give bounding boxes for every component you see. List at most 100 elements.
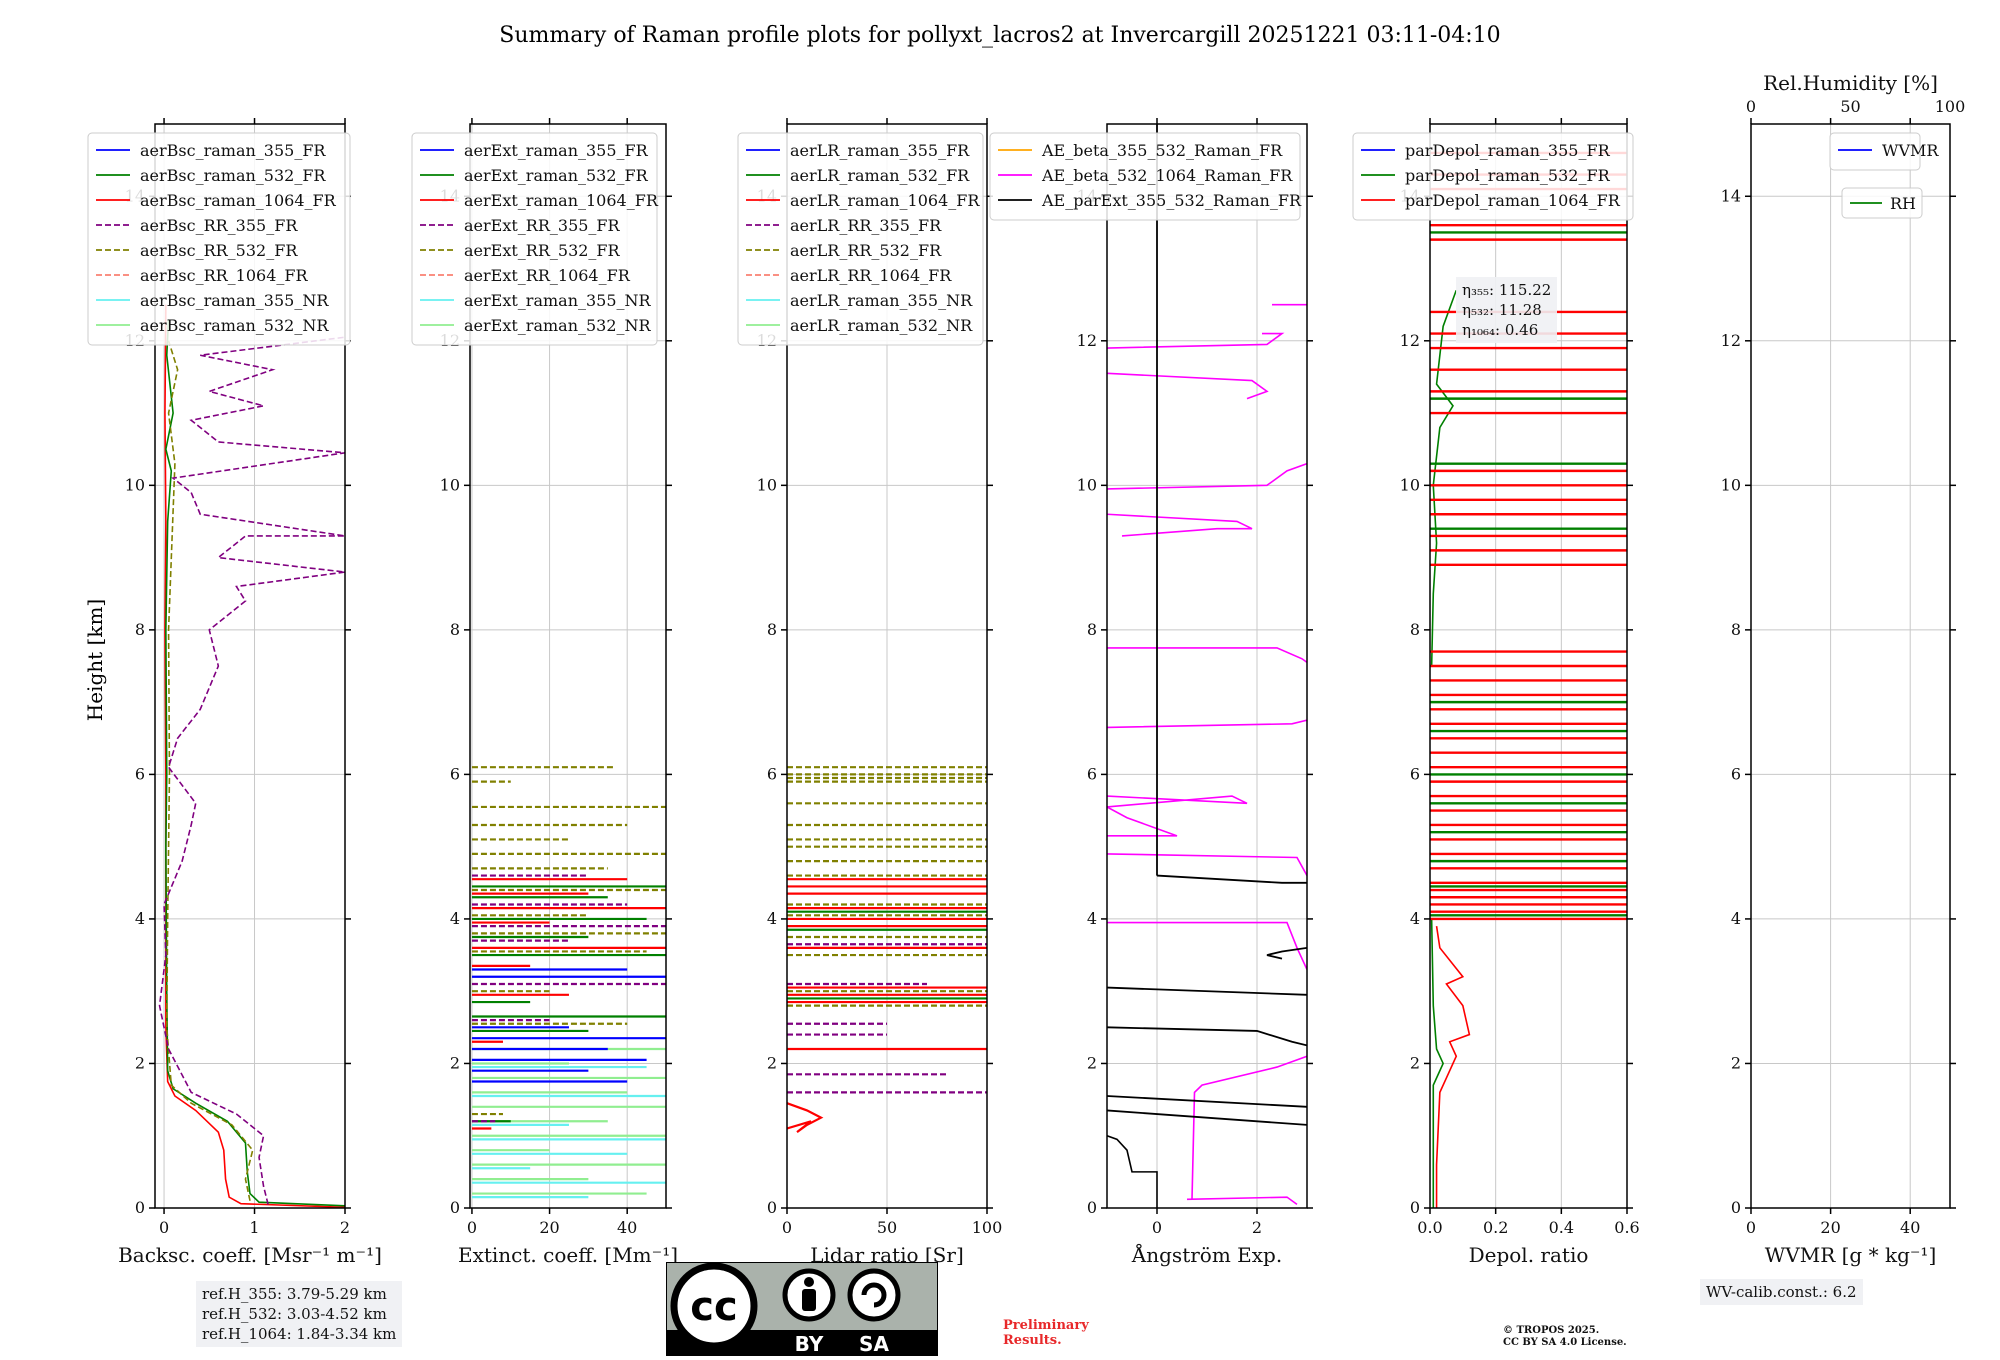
- ae-parext-line: [1107, 986, 1307, 996]
- legend-label: parDepol_raman_532_FR: [1405, 166, 1611, 185]
- x-axis-label-depol: Depol. ratio: [1469, 1243, 1589, 1267]
- eta-532: η₅₃₂: 11.28: [1462, 301, 1542, 319]
- eta-1064: η₁₀₆₄: 0.46: [1462, 321, 1539, 339]
- grid-wv: [1750, 124, 1950, 1209]
- series-parDepol_raman_532_FR: [1430, 289, 1458, 667]
- axes-frame-ext: [469, 123, 667, 1209]
- plot-area-lr: [787, 766, 987, 1134]
- y-tick-label: 6: [450, 764, 460, 783]
- x-tick-label: 0: [782, 1218, 792, 1237]
- legend-label: aerLR_raman_1064_FR: [790, 191, 980, 210]
- axes-frame-bsc: [154, 123, 346, 1209]
- legend-label: aerExt_RR_1064_FR: [464, 266, 631, 285]
- y-tick-label: 6: [767, 764, 777, 783]
- series-AE_beta_532_1064_Raman_FR: [1107, 795, 1248, 837]
- y-tick-label: 12: [1077, 331, 1097, 350]
- x-tick-label: 0: [1746, 1218, 1756, 1237]
- cc-logo-text: cc: [690, 1284, 737, 1330]
- y-tick-label: 10: [440, 475, 460, 494]
- legend-label: aerExt_raman_355_NR: [464, 291, 652, 310]
- panel-wv: 0 2 4 6 8 10 12 14 0 20 40 WVMR [g * kg⁻¹] 0 50 100 Rel…: [1721, 71, 1966, 1267]
- y-tick-label: 6: [135, 764, 145, 783]
- x-tick-label: 0.2: [1483, 1218, 1508, 1237]
- plot-area-bsc: [158, 304, 345, 1208]
- panels: 02468101214012Backsc. coeff. [Msr⁻¹ m⁻¹]…: [87, 71, 1966, 1267]
- legend-ae: AE_beta_355_532_Raman_FR AE_beta_532_1064…: [989, 132, 1302, 221]
- y-tick-label: 2: [450, 1053, 460, 1072]
- y-tick-label: 8: [135, 620, 145, 639]
- x-tick-label: 20: [539, 1218, 559, 1237]
- legend-label: aerBsc_raman_355_FR: [140, 141, 326, 160]
- y-tick-label: 4: [767, 909, 777, 928]
- top-x-tick-label: 0: [1746, 97, 1756, 116]
- legend-label: aerExt_RR_355_FR: [464, 216, 621, 235]
- x-axis-label-ae: Ångström Exp.: [1131, 1242, 1282, 1267]
- preliminary-results-label: Preliminary Results.: [1003, 1318, 1089, 1348]
- y-tick-label: 2: [135, 1053, 145, 1072]
- series-AE_beta_532_1064_Raman_FR: [1107, 462, 1307, 490]
- y-tick-label: 6: [1087, 764, 1097, 783]
- y-tick-label: 0: [1410, 1198, 1420, 1217]
- share-alike-icon: [847, 1268, 901, 1322]
- y-tick-label: 10: [757, 475, 777, 494]
- y-tick-label: 8: [1410, 620, 1420, 639]
- panel-lr: 02468101214050100Lidar ratio [Sr]aerLR_r…: [737, 118, 1002, 1267]
- legend-label: aerLR_RR_1064_FR: [790, 266, 952, 285]
- y-tick-label: 2: [767, 1053, 777, 1072]
- wv-calibration-note: WV-calib.const.: 6.2: [1700, 1279, 1863, 1305]
- legend-label: aerBsc_raman_532_FR: [140, 166, 326, 185]
- ae-parext-line: [1156, 874, 1307, 884]
- x-axis-label-ext: Extinct. coeff. [Mm⁻¹]: [458, 1243, 678, 1267]
- panel-ext: 0246810121402040Extinct. coeff. [Mm⁻¹]ae…: [411, 118, 678, 1267]
- y-tick-label: 8: [767, 620, 777, 639]
- legend-box: [989, 132, 1301, 221]
- eta-note: η₃₅₅: 115.22 η₅₃₂: 11.28 η₁₀₆₄: 0.46: [1456, 277, 1558, 343]
- legend-label: parDepol_raman_355_FR: [1405, 141, 1611, 160]
- figure-title: Summary of Raman profile plots for polly…: [499, 23, 1500, 48]
- series-AE_beta_532_1064_Raman_FR: [1107, 332, 1285, 349]
- legend-label: aerLR_raman_355_NR: [790, 291, 973, 310]
- plot-area-depol: [1430, 151, 1627, 1208]
- x-axis-label-wv: WVMR [g * kg⁻¹]: [1765, 1243, 1937, 1267]
- legend-label: aerExt_raman_532_NR: [464, 316, 652, 335]
- preliminary-line-1: Preliminary: [1003, 1318, 1089, 1333]
- series-AE_beta_532_1064_Raman_FR: [1107, 647, 1307, 664]
- series-AE_beta_532_1064_Raman_FR: [1107, 719, 1307, 729]
- series-AE_beta_532_1064_Raman_FR: [1186, 1196, 1298, 1206]
- legend-label: aerLR_RR_355_FR: [790, 216, 942, 235]
- y-tick-label: 4: [1731, 909, 1741, 928]
- y-tick-label: 12: [1400, 331, 1420, 350]
- x-tick-label: 50: [877, 1218, 897, 1237]
- y-tick-label: 0: [1731, 1198, 1741, 1217]
- y-tick-label: 4: [1087, 909, 1097, 928]
- legend-label: aerExt_raman_1064_FR: [464, 191, 659, 210]
- x-tick-label: 0: [1152, 1218, 1162, 1237]
- x-tick-label: 0: [159, 1218, 169, 1237]
- legend-label: aerBsc_raman_532_NR: [140, 316, 329, 335]
- x-tick-label: 0.0: [1417, 1218, 1442, 1237]
- cc-by-sa-badge: cc BY SA: [665, 1261, 939, 1357]
- x-axis-label-bsc: Backsc. coeff. [Msr⁻¹ m⁻¹]: [118, 1243, 382, 1267]
- x-tick-label: 0.4: [1549, 1218, 1574, 1237]
- preliminary-line-2: Results.: [1003, 1333, 1062, 1348]
- top-x-tick-label: 50: [1840, 97, 1860, 116]
- y-tick-label: 0: [135, 1198, 145, 1217]
- axes-frame-wv: [1750, 123, 1951, 1209]
- legend-label: WVMR: [1882, 141, 1939, 160]
- legend-box: [1829, 132, 1921, 171]
- y-tick-label: 2: [1731, 1053, 1741, 1072]
- attribution-body: [802, 1289, 816, 1311]
- legend-box: [1352, 132, 1634, 221]
- legend-ext: aerExt_raman_355_FR aerExt_raman_532_FRae…: [411, 132, 659, 346]
- legend-box: [87, 132, 351, 346]
- series-AE_beta_532_1064_Raman_FR: [1107, 921, 1307, 970]
- x-tick-label: 0.6: [1614, 1218, 1639, 1237]
- y-tick-label: 2: [1410, 1053, 1420, 1072]
- legend-depol: parDepol_raman_355_FR parDepol_raman_532_…: [1352, 132, 1634, 221]
- ticks-wv: [1745, 118, 1956, 1214]
- top-x-axis-label: Rel.Humidity [%]: [1763, 71, 1938, 95]
- ae-parext-line: [1266, 946, 1307, 960]
- series-aerBsc_RR_355_FR: [158, 336, 345, 1205]
- y-tick-label: 8: [450, 620, 460, 639]
